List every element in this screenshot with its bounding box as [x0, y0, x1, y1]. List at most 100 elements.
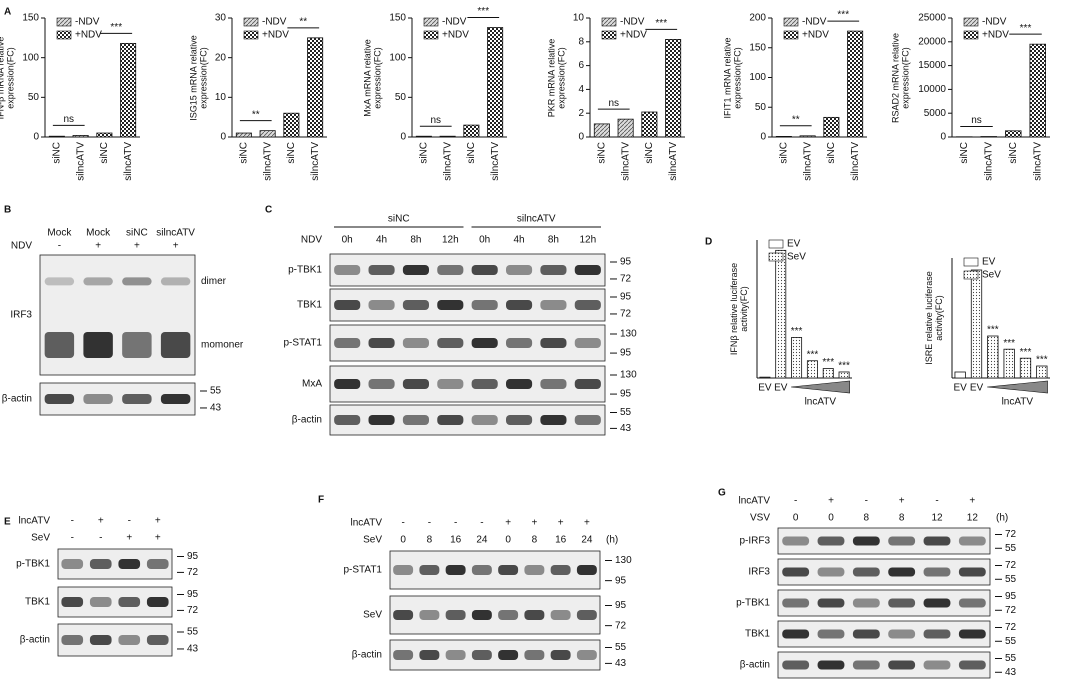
band [817, 567, 845, 577]
row-label: p-STAT1 [283, 338, 322, 349]
y-tick-label: 100 [22, 52, 39, 63]
band [782, 660, 810, 670]
row-label: IRF3 [748, 567, 770, 578]
x-tick-label: silncATV [490, 142, 501, 181]
row-label: β-actin [292, 415, 322, 426]
band [524, 565, 545, 575]
band [782, 598, 810, 608]
band [888, 567, 916, 577]
band [118, 635, 141, 645]
band [817, 598, 845, 608]
marker-label: 95 [187, 551, 199, 562]
header-cell: 4h [376, 235, 387, 246]
significance-label: *** [477, 6, 489, 17]
header-cell: 4h [514, 235, 525, 246]
legend-label: +NDV [442, 30, 469, 41]
header-cell: 0h [342, 235, 353, 246]
y-tick-label: 8 [578, 36, 584, 47]
marker-label: 130 [620, 329, 637, 340]
band [958, 629, 986, 639]
panel-letter: F [318, 495, 324, 506]
marker-label: 55 [1005, 543, 1017, 554]
legend-label: +NDV [75, 30, 102, 41]
row-label: p-TBK1 [736, 598, 770, 609]
header-cell: Mock [86, 228, 111, 239]
y-tick-label: 0 [760, 132, 766, 143]
blot-strip [777, 620, 991, 648]
band [888, 598, 916, 608]
band [146, 559, 169, 569]
header-cell: Mock [47, 228, 72, 239]
legend-swatch [243, 30, 259, 40]
band [393, 610, 414, 620]
bar [838, 371, 850, 379]
y-tick-label: 0 [578, 132, 584, 143]
x-tick-label: silncATV [850, 142, 861, 181]
panel-letter: C [265, 205, 272, 216]
x-axis-label: lncATV [805, 397, 837, 408]
x-tick-label: silncATV [442, 142, 453, 181]
significance-label: ** [299, 16, 307, 27]
band [471, 338, 498, 348]
band [437, 300, 464, 310]
x-tick-label: siNC [779, 142, 790, 164]
band [550, 565, 571, 575]
header-cell: 8h [548, 235, 559, 246]
bar [48, 135, 65, 138]
marker-label: 72 [1005, 529, 1017, 540]
legend-swatch [423, 17, 439, 27]
band [437, 265, 464, 275]
y-tick-label: 100 [749, 72, 766, 83]
y-tick-label: 25000 [918, 13, 946, 24]
band [118, 597, 141, 607]
bar [1003, 348, 1015, 379]
marker-label: 72 [1005, 605, 1017, 616]
band [550, 650, 571, 660]
band [368, 300, 395, 310]
legend-swatch [783, 17, 799, 27]
band [122, 277, 152, 286]
x-tick-label: EV [953, 383, 967, 394]
x-tick-label: siNC [99, 142, 110, 164]
header-cell: + [969, 496, 975, 507]
band [852, 598, 880, 608]
blot-strip [329, 288, 606, 322]
bar [1036, 365, 1048, 379]
band [540, 338, 567, 348]
bar [593, 123, 610, 138]
x-tick-label: siNC [644, 142, 655, 164]
significance-label: *** [1036, 355, 1048, 366]
header-label: NDV [301, 235, 322, 246]
band [334, 338, 361, 348]
x-tick-label: silncATV [983, 142, 994, 181]
x-tick-label: silncATV [620, 142, 631, 181]
marker-label: 95 [620, 292, 632, 303]
header-cell: - [454, 518, 457, 529]
band [923, 629, 951, 639]
row-label: β-actin [352, 650, 382, 661]
band [817, 629, 845, 639]
band [852, 660, 880, 670]
header-cell: 12h [579, 235, 596, 246]
band [958, 660, 986, 670]
band [160, 277, 191, 286]
header-cell: 12h [442, 235, 459, 246]
x-tick-label: siNC [466, 142, 477, 164]
bar [799, 135, 816, 138]
header-cell: + [95, 241, 101, 252]
band [89, 635, 112, 645]
band [471, 610, 492, 620]
row-label: TBK1 [297, 300, 322, 311]
band [89, 559, 112, 569]
y-tick-label: 150 [389, 13, 406, 24]
x-tick-label: siNC [826, 142, 837, 164]
legend-swatch [601, 17, 617, 27]
band [524, 610, 545, 620]
header-cell: + [505, 518, 511, 529]
header-cell: 24 [581, 535, 593, 546]
band [574, 415, 601, 425]
band [540, 415, 567, 425]
unit-label: (h) [606, 535, 618, 546]
group-label: siNC [388, 214, 410, 225]
band [471, 265, 498, 275]
